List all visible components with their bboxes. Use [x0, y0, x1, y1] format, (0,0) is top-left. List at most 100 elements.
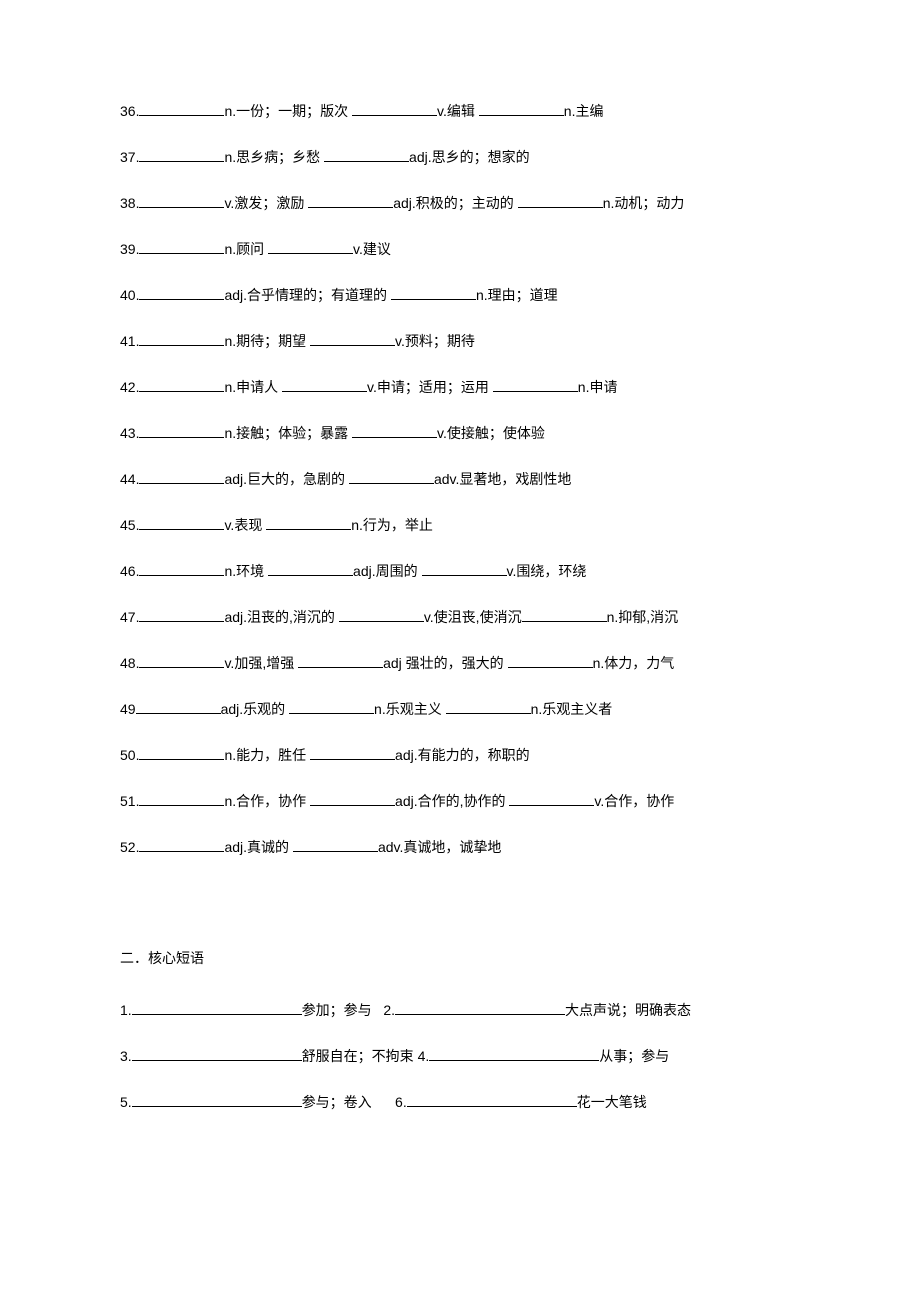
- item-text: adj.积极的；主动的: [393, 195, 517, 211]
- fill-blank[interactable]: [268, 238, 353, 254]
- item-text: n.合作，协作: [224, 793, 310, 809]
- item-number: 47.: [120, 609, 139, 625]
- fill-blank[interactable]: [508, 652, 593, 668]
- phrase-item: 1.参加；参与 2.大点声说；明确表态: [120, 999, 800, 1021]
- vocab-item: 45. v.表现 n.行为，举止: [120, 514, 800, 536]
- fill-blank[interactable]: [352, 422, 437, 438]
- item-text: n.主编: [564, 103, 604, 119]
- phrase-text: 参加；参与: [302, 1002, 372, 1018]
- fill-blank[interactable]: [310, 744, 395, 760]
- item-text: n.接触；体验；暴露: [224, 425, 352, 441]
- item-number: 49: [120, 701, 136, 717]
- fill-blank[interactable]: [132, 1091, 302, 1107]
- phrase-number: 6.: [395, 1094, 407, 1110]
- item-text: adj.思乡的；想家的: [409, 149, 530, 165]
- fill-blank[interactable]: [136, 698, 221, 714]
- phrase-number: 5.: [120, 1094, 132, 1110]
- fill-blank[interactable]: [139, 836, 224, 852]
- fill-blank[interactable]: [139, 514, 224, 530]
- fill-blank[interactable]: [139, 422, 224, 438]
- item-number: 44.: [120, 471, 139, 487]
- fill-blank[interactable]: [493, 376, 578, 392]
- item-number: 40.: [120, 287, 139, 303]
- item-text: v.激发；激励: [224, 195, 308, 211]
- vocab-item: 46.n.环境 adj.周围的 v.围绕，环绕: [120, 560, 800, 582]
- fill-blank[interactable]: [139, 146, 224, 162]
- fill-blank[interactable]: [310, 330, 395, 346]
- fill-blank[interactable]: [429, 1045, 599, 1061]
- fill-blank[interactable]: [268, 560, 353, 576]
- item-number: 50.: [120, 747, 139, 763]
- fill-blank[interactable]: [139, 652, 224, 668]
- item-text: n.行为，举止: [351, 517, 433, 533]
- item-text: n.动机；动力: [603, 195, 685, 211]
- worksheet-content: 36.n.一份；一期；版次 v.编辑 n.主编 37.n.思乡病；乡愁 adj.…: [120, 100, 800, 1113]
- fill-blank[interactable]: [308, 192, 393, 208]
- item-text: v.使沮丧,使消沉: [424, 609, 522, 625]
- fill-blank[interactable]: [139, 468, 224, 484]
- fill-blank[interactable]: [339, 606, 424, 622]
- fill-blank[interactable]: [139, 100, 224, 116]
- fill-blank[interactable]: [395, 999, 565, 1015]
- fill-blank[interactable]: [407, 1091, 577, 1107]
- fill-blank[interactable]: [289, 698, 374, 714]
- item-text: n.申请: [578, 379, 618, 395]
- fill-blank[interactable]: [139, 790, 224, 806]
- item-text: v.合作，协作: [594, 793, 674, 809]
- fill-blank[interactable]: [298, 652, 383, 668]
- fill-blank[interactable]: [282, 376, 367, 392]
- fill-blank[interactable]: [139, 284, 224, 300]
- fill-blank[interactable]: [310, 790, 395, 806]
- fill-blank[interactable]: [139, 192, 224, 208]
- item-text: adj.有能力的，称职的: [395, 747, 530, 763]
- item-number: 36.: [120, 103, 139, 119]
- fill-blank[interactable]: [422, 560, 507, 576]
- vocab-item: 48.v.加强,增强 adj 强壮的，强大的 n.体力，力气: [120, 652, 800, 674]
- fill-blank[interactable]: [139, 606, 224, 622]
- item-text: n.乐观主义: [374, 701, 446, 717]
- phrase-item: 3.舒服自在；不拘束 4.从事；参与: [120, 1045, 800, 1067]
- vocab-item: 47.adj.沮丧的,消沉的 v.使沮丧,使消沉n.抑郁,消沉: [120, 606, 800, 628]
- fill-blank[interactable]: [391, 284, 476, 300]
- fill-blank[interactable]: [522, 606, 607, 622]
- fill-blank[interactable]: [139, 238, 224, 254]
- fill-blank[interactable]: [352, 100, 437, 116]
- fill-blank[interactable]: [139, 744, 224, 760]
- fill-blank[interactable]: [349, 468, 434, 484]
- item-text: adj.巨大的，急剧的: [224, 471, 348, 487]
- fill-blank[interactable]: [132, 999, 302, 1015]
- fill-blank[interactable]: [293, 836, 378, 852]
- phrase-number: 2.: [383, 1002, 395, 1018]
- fill-blank[interactable]: [139, 560, 224, 576]
- fill-blank[interactable]: [139, 376, 224, 392]
- item-text: v.编辑: [437, 103, 479, 119]
- item-text: v.使接触；使体验: [437, 425, 545, 441]
- item-text: adv.显著地，戏剧性地: [434, 471, 571, 487]
- fill-blank[interactable]: [324, 146, 409, 162]
- item-text: n.思乡病；乡愁: [224, 149, 324, 165]
- phrase-text: 大点声说；明确表态: [565, 1002, 691, 1018]
- item-number: 46.: [120, 563, 139, 579]
- item-text: n.申请人: [224, 379, 282, 395]
- vocab-item: 38.v.激发；激励 adj.积极的；主动的 n.动机；动力: [120, 192, 800, 214]
- item-number: 45.: [120, 517, 139, 533]
- vocab-item: 51.n.合作，协作 adj.合作的,协作的 v.合作，协作: [120, 790, 800, 812]
- item-text: n.一份；一期；版次: [224, 103, 352, 119]
- item-number: 48.: [120, 655, 139, 671]
- fill-blank[interactable]: [266, 514, 351, 530]
- phrase-item: 5.参与；卷入 6.花一大笔钱: [120, 1091, 800, 1113]
- item-number: 52.: [120, 839, 139, 855]
- phrase-text: 舒服自在；不拘束: [302, 1048, 414, 1064]
- fill-blank[interactable]: [132, 1045, 302, 1061]
- vocab-item: 39.n.顾问 v.建议: [120, 238, 800, 260]
- item-number: 43.: [120, 425, 139, 441]
- fill-blank[interactable]: [479, 100, 564, 116]
- phrase-number: 4.: [418, 1048, 430, 1064]
- item-text: v.表现: [224, 517, 266, 533]
- item-text: v.围绕，环绕: [507, 563, 587, 579]
- fill-blank[interactable]: [139, 330, 224, 346]
- fill-blank[interactable]: [518, 192, 603, 208]
- item-text: n.体力，力气: [593, 655, 675, 671]
- fill-blank[interactable]: [509, 790, 594, 806]
- fill-blank[interactable]: [446, 698, 531, 714]
